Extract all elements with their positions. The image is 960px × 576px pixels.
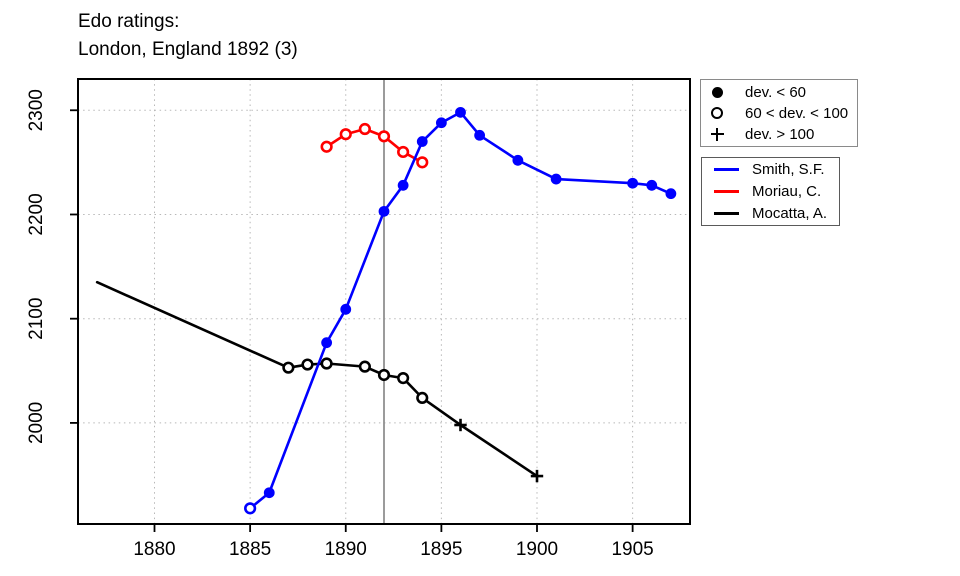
plot-border [77,78,691,525]
data-point-filled-smith-s-f [646,179,658,191]
x-tick-label: 1900 [516,539,558,560]
data-point-open-moriau-c [397,145,410,159]
y-tick-label: 2100 [26,298,47,340]
marker-legend-label: dev. < 60 [745,83,807,101]
series-legend-label: Smith, S.F. [752,161,825,178]
data-point-open-moriau-c [320,140,333,153]
y-tick-label: 2000 [26,402,47,444]
plus-icon [710,127,724,141]
data-point-filled-smith-s-f [665,188,677,200]
series-line-swatch [714,168,739,171]
filled-circle-icon [710,85,724,99]
series-line-swatch [714,212,739,215]
data-point-filled-smith-s-f [550,173,562,185]
data-point-filled-smith-s-f [416,136,428,147]
data-point-open-moriau-c [416,156,429,169]
data-point-filled-smith-s-f [397,179,409,191]
data-point-filled-smith-s-f [627,177,639,189]
data-point-open-mocatta-a [301,358,314,371]
series-line-swatch [714,190,739,193]
marker-legend-label: 60 < dev. < 100 [745,104,849,122]
data-point-filled-smith-s-f [455,106,466,118]
data-point-open-moriau-c [358,122,371,136]
x-tick-label: 1905 [611,539,653,560]
marker-legend-row: dev. > 100 [710,125,857,144]
data-point-filled-smith-s-f [340,303,352,315]
data-point-open-mocatta-a [416,391,429,404]
series-legend-label: Mocatta, A. [752,205,828,222]
data-point-open-moriau-c [377,130,391,143]
data-point-filled-smith-s-f [512,154,524,166]
marker-legend-row: 60 < dev. < 100 [710,104,857,123]
data-point-open-smith-s-f [244,502,257,515]
chart-title: Edo ratings: London, England 1892 (3) [78,8,298,64]
series-line-smith-s-f [248,111,673,510]
series-legend-row: Moriau, C. [714,182,839,201]
y-tick-label: 2200 [26,193,47,235]
chart-title-line2: London, England 1892 (3) [78,39,298,60]
series-legend-row: Mocatta, A. [714,204,839,223]
data-point-open-mocatta-a [358,360,371,373]
data-point-open-mocatta-a [320,357,333,370]
chart-title-line1: Edo ratings: [78,11,180,32]
x-tick-label: 1880 [133,539,175,560]
x-tick-label: 1895 [420,539,462,560]
data-point-open-mocatta-a [282,361,295,374]
data-point-filled-smith-s-f [321,337,333,349]
marker-legend-label: dev. > 100 [745,125,815,143]
open-circle-icon [710,106,724,120]
series-legend-label: Moriau, C. [752,183,822,200]
series-line-mocatta-a [95,280,539,478]
marker-legend-row: dev. < 60 [710,83,857,102]
data-point-open-moriau-c [339,128,352,141]
series-legend: Smith, S.F. Moriau, C. Mocatta, A. [701,157,840,226]
marker-legend: dev. < 60 60 < dev. < 100 dev. > 100 [700,79,858,147]
data-point-filled-smith-s-f [378,205,390,217]
data-point-open-mocatta-a [397,371,410,385]
data-point-open-mocatta-a [377,368,391,382]
x-tick-label: 1885 [229,539,271,560]
data-point-filled-smith-s-f [474,129,486,141]
y-tick-label: 2300 [26,89,47,131]
data-point-filled-smith-s-f [263,487,275,499]
series-legend-row: Smith, S.F. [714,160,839,179]
x-tick-label: 1890 [325,539,367,560]
data-point-filled-smith-s-f [435,117,447,129]
